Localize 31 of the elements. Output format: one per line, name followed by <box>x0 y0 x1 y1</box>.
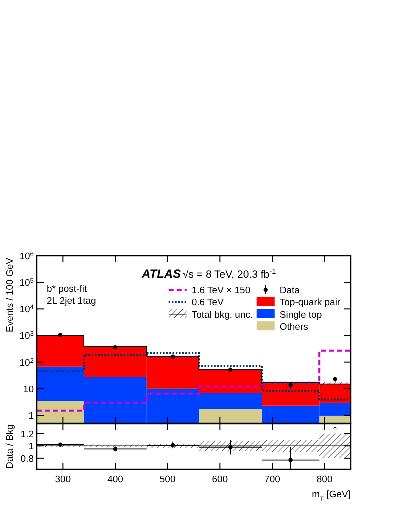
y-tick-label: 1 <box>28 411 34 422</box>
annotation: ↑ <box>332 422 339 437</box>
x-tick-label: 800 <box>316 474 333 486</box>
y-axis-title: Data / Bkg <box>5 424 16 469</box>
y-tick-label: 1.2 <box>20 429 34 440</box>
x-axis-title: m$_{T}$ [GeV] <box>312 490 351 503</box>
x-tick-label: 700 <box>264 474 280 486</box>
annotation: ATLAS <box>141 267 182 281</box>
y-tick-label: 1 <box>28 442 34 453</box>
legend-label: Total bkg. unc. <box>192 310 254 321</box>
y-tick-label: 10$^{5}$ <box>20 278 34 290</box>
x-tick-label: 500 <box>160 474 176 486</box>
x-tick-label: 400 <box>108 474 124 486</box>
legend-label: Data <box>280 286 301 296</box>
annotation: √s = 8 TeV, 20.3 fb$^{-1}$ <box>183 266 276 281</box>
y-tick-label: 10$^{3}$ <box>20 330 34 342</box>
legend-label: Top-quark pair <box>280 298 341 309</box>
y-tick-label: 10 <box>23 384 34 396</box>
legend-label: Others <box>280 322 309 334</box>
y-tick-label: 10$^{2}$ <box>20 357 34 369</box>
y-axis-title: Events / 100 GeV <box>5 257 16 332</box>
annotation: b* post-fit <box>47 284 88 295</box>
legend-label: 0.6 TeV <box>192 298 225 309</box>
legend-label: Single top <box>280 310 322 321</box>
y-tick-label: 10$^{6}$ <box>20 251 34 262</box>
y-tick-label: 10$^{4}$ <box>20 304 34 316</box>
x-tick-label: 600 <box>212 474 228 486</box>
x-tick-label: 300 <box>55 474 72 486</box>
legend-label: 1.6 TeV × 150 <box>192 286 251 296</box>
annotation: 2L 2jet 1tag <box>47 296 96 307</box>
y-tick-label: 0.8 <box>20 454 34 465</box>
